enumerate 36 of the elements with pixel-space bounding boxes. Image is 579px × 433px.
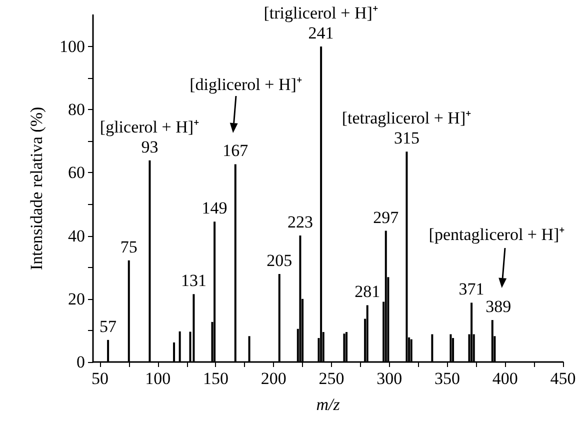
annotation: 167 xyxy=(222,141,249,160)
x-tick-label: 150 xyxy=(202,369,228,388)
annotation: 371 xyxy=(458,280,484,299)
annotation: 297 xyxy=(373,208,400,227)
x-tick-label: 350 xyxy=(434,369,460,388)
annotation: 223 xyxy=(287,212,313,232)
annotation: 241 xyxy=(308,24,334,43)
x-axis-title: m/z xyxy=(316,395,340,414)
annotation: 389 xyxy=(486,297,512,316)
y-tick-label: 100 xyxy=(60,37,85,56)
annotation: 57 xyxy=(100,316,118,336)
x-tick-label: 200 xyxy=(260,369,286,388)
annotation: [glicerol + H]⁺ xyxy=(100,117,200,136)
x-tick-label: 300 xyxy=(376,369,402,388)
y-tick-label: 0 xyxy=(76,352,85,372)
x-tick-label: 450 xyxy=(550,369,576,388)
annotation: 75 xyxy=(120,237,138,256)
x-tick-label: 250 xyxy=(318,369,344,388)
annotation: 281 xyxy=(354,282,380,302)
y-axis-title: Intensidade relativa (%) xyxy=(27,106,46,270)
annotation: [tetraglicerol + H]⁺ xyxy=(342,108,472,128)
y-tick-label: 40 xyxy=(68,226,85,246)
annotation: 131 xyxy=(180,271,206,290)
x-tick-label: 400 xyxy=(492,369,518,388)
annotation: 205 xyxy=(266,250,292,270)
x-tick-label: 100 xyxy=(145,369,171,388)
annotation: [diglicerol + H]⁺ xyxy=(190,75,302,94)
y-tick-label: 60 xyxy=(68,163,85,182)
annotation: 315 xyxy=(394,128,420,148)
annotation: 93 xyxy=(141,137,158,156)
annotation: [triglicerol + H]⁺ xyxy=(264,4,378,23)
annotation: 149 xyxy=(202,198,228,218)
annotation: [pentaglicerol + H]⁺ xyxy=(428,225,566,244)
y-tick-label: 20 xyxy=(68,289,85,308)
y-tick-label: 80 xyxy=(68,100,85,120)
x-tick-label: 50 xyxy=(91,369,108,388)
